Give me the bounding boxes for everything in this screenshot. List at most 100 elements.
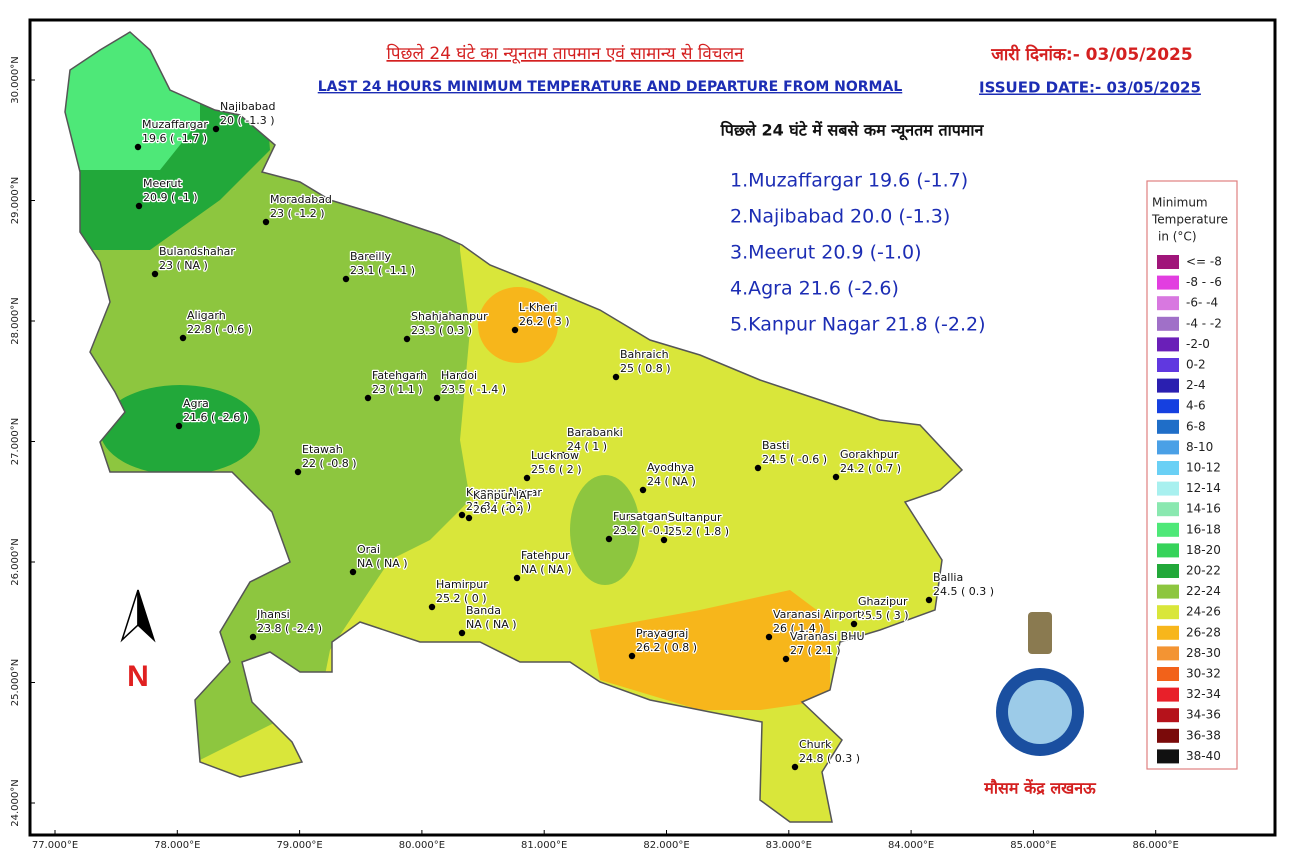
station-name: Lucknow bbox=[531, 449, 579, 462]
legend-label: 32-34 bbox=[1186, 687, 1221, 701]
legend-label: 20-22 bbox=[1186, 564, 1221, 578]
station-dot bbox=[458, 511, 466, 519]
station-name: Varanasi BHU bbox=[790, 630, 865, 643]
station-dot bbox=[465, 514, 473, 522]
graticule-labels: 77.000°E 78.000°E 79.000°E 80.000°E 81.000°E… bbox=[10, 56, 1179, 851]
station-name: Sultanpur bbox=[668, 511, 722, 524]
legend-label: 6-8 bbox=[1186, 419, 1206, 433]
legend: Minimum Temperature in (°C) <= -8 -8 - -6 -6-… bbox=[1151, 196, 1228, 764]
station-dot bbox=[639, 486, 647, 494]
legend-swatch bbox=[1157, 749, 1179, 764]
station-dot bbox=[925, 596, 933, 604]
x-tick-label: 77.000°E bbox=[32, 840, 78, 851]
legend-label: <= -8 bbox=[1186, 255, 1222, 269]
station-name: Najibabad bbox=[220, 100, 276, 113]
station-dot bbox=[212, 125, 220, 133]
station-value: 24.8 ( 0.3 ) bbox=[799, 752, 860, 765]
station-name: Kanpur IAF bbox=[473, 489, 533, 502]
station-dot bbox=[660, 536, 668, 544]
station-value: NA ( NA ) bbox=[521, 563, 572, 576]
station-name: Fatehgarh bbox=[372, 369, 427, 382]
station-name: Varanasi Airport bbox=[773, 608, 862, 621]
legend-swatch bbox=[1157, 728, 1179, 743]
y-tick-label: 25.000°N bbox=[10, 659, 21, 706]
legend-label: 30-32 bbox=[1186, 667, 1221, 681]
station-value: 23 ( NA ) bbox=[159, 259, 208, 272]
station-dot bbox=[754, 464, 762, 472]
legend-swatch bbox=[1157, 543, 1179, 558]
legend-swatch bbox=[1157, 316, 1179, 331]
issued-english: ISSUED DATE:- 03/05/2025 bbox=[979, 79, 1201, 97]
station-dot bbox=[511, 326, 519, 334]
station-dot bbox=[262, 218, 270, 226]
station-value: NA ( NA ) bbox=[466, 618, 517, 631]
x-tick-label: 85.000°E bbox=[1010, 840, 1056, 851]
legend-label: 34-36 bbox=[1186, 708, 1221, 722]
lowest-item: 1.Muzaffargar 19.6 (-1.7) bbox=[730, 170, 968, 192]
station-value: NA ( NA ) bbox=[357, 557, 408, 570]
footer-office: मौसम केंद्र लखनऊ bbox=[983, 779, 1097, 798]
legend-swatch bbox=[1157, 502, 1179, 517]
station-name: Prayagraj bbox=[636, 627, 688, 640]
legend-swatch bbox=[1157, 461, 1179, 475]
legend-title: Temperature bbox=[1151, 213, 1228, 227]
legend-swatch bbox=[1157, 419, 1179, 434]
station-dot bbox=[628, 652, 636, 660]
lowest-item: 4.Agra 21.6 (-2.6) bbox=[730, 278, 899, 300]
station-dot bbox=[513, 574, 521, 582]
station-name: Fatehpur bbox=[521, 549, 570, 562]
station-value: 21.6 ( -2.6 ) bbox=[183, 411, 248, 424]
title-hindi: पिछले 24 घंटे का न्यूनतम तापमान एवं सामा… bbox=[386, 43, 744, 64]
station-value: 22.8 ( -0.6 ) bbox=[187, 323, 252, 336]
legend-swatch bbox=[1157, 605, 1179, 620]
station-name: Etawah bbox=[302, 443, 343, 456]
station-dot bbox=[428, 603, 436, 611]
station-dot bbox=[364, 394, 372, 402]
station-value: 24 ( NA ) bbox=[647, 475, 696, 488]
imd-logo bbox=[996, 612, 1084, 756]
station-value: 26.4 ( 0 ) bbox=[473, 503, 524, 516]
legend-label: 4-6 bbox=[1186, 399, 1206, 413]
station-name: Bulandshahar bbox=[159, 245, 235, 258]
x-tick-label: 86.000°E bbox=[1133, 840, 1179, 851]
station-dot bbox=[458, 629, 466, 637]
station-dot bbox=[523, 474, 531, 482]
legend-label: -2-0 bbox=[1186, 337, 1210, 351]
legend-title: in (°C) bbox=[1158, 230, 1197, 244]
north-label: N bbox=[127, 660, 149, 693]
legend-label: 22-24 bbox=[1186, 584, 1221, 598]
station-name: Agra bbox=[183, 397, 209, 410]
station-dot bbox=[294, 468, 302, 476]
station-name: Banda bbox=[466, 604, 501, 617]
station-value: 23.3 ( 0.3 ) bbox=[411, 324, 472, 337]
y-tick-label: 27.000°N bbox=[10, 418, 21, 465]
station-value: 24.2 ( 0.7 ) bbox=[840, 462, 901, 475]
station-value: 26 ( 1.4 ) bbox=[773, 622, 824, 635]
station-value: 25.6 ( 2 ) bbox=[531, 463, 582, 476]
station-value: 26.2 ( 3 ) bbox=[519, 315, 570, 328]
station-name: Basti bbox=[762, 439, 789, 452]
legend-swatch bbox=[1157, 255, 1179, 269]
x-tick-label: 84.000°E bbox=[888, 840, 934, 851]
station-name: Bareilly bbox=[350, 250, 392, 263]
issued-hindi: जारी दिनांक:- 03/05/2025 bbox=[990, 44, 1192, 65]
legend-label: 8-10 bbox=[1186, 440, 1213, 454]
legend-swatch bbox=[1157, 378, 1179, 393]
station-value: 22 ( -0.8 ) bbox=[302, 457, 357, 470]
station-value: 23.1 ( -1.1 ) bbox=[350, 264, 415, 277]
station-name: Orai bbox=[357, 543, 380, 556]
station-name: Meerut bbox=[143, 177, 183, 190]
station-name: Shahjahanpur bbox=[411, 310, 488, 323]
legend-swatch bbox=[1157, 399, 1179, 414]
legend-swatch bbox=[1157, 687, 1179, 702]
station-dot bbox=[559, 451, 567, 459]
y-tick-label: 29.000°N bbox=[10, 177, 21, 224]
station-name: Ghazipur bbox=[858, 595, 908, 608]
station-value: 25.2 ( 0 ) bbox=[436, 592, 487, 605]
y-tick-label: 26.000°N bbox=[10, 538, 21, 585]
legend-label: 18-20 bbox=[1186, 543, 1221, 557]
legend-label: 36-38 bbox=[1186, 728, 1221, 742]
legend-swatch bbox=[1157, 440, 1179, 455]
legend-swatch bbox=[1157, 584, 1179, 599]
